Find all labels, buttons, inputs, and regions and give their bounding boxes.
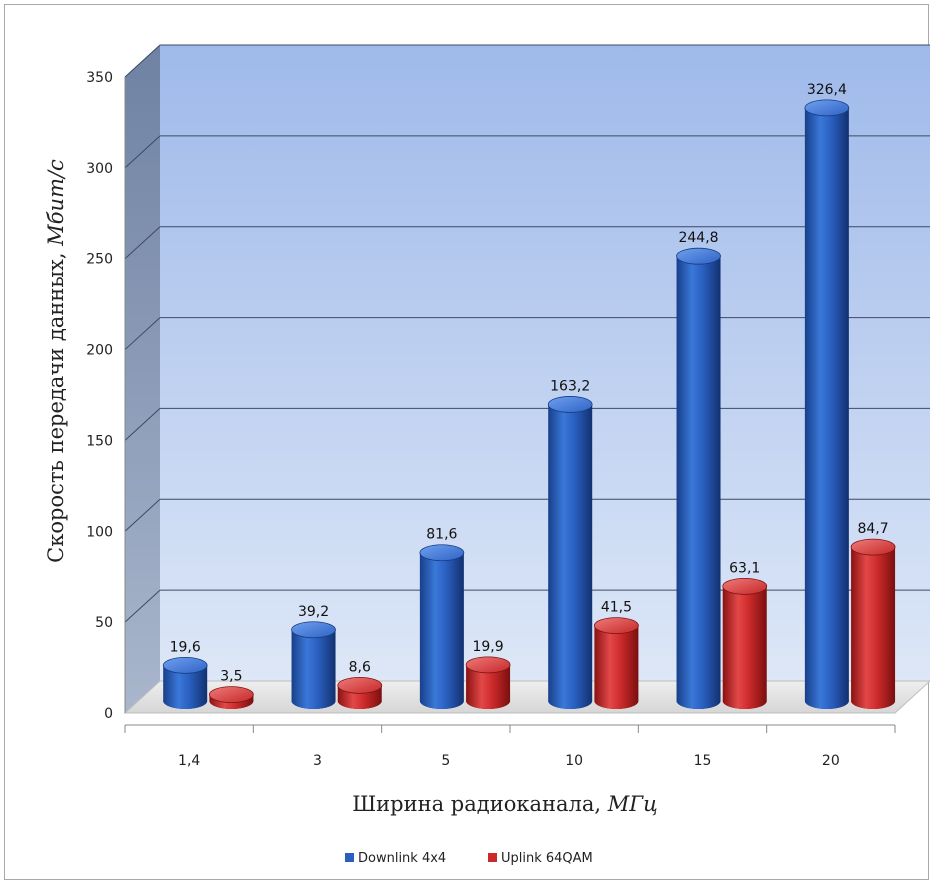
bar-top: [548, 396, 592, 412]
x-tick-label: 10: [565, 753, 583, 769]
bar-body: [677, 256, 721, 709]
bar-body: [805, 108, 849, 709]
downlink-value-label: 163,2: [550, 378, 590, 394]
bar-body: [292, 630, 336, 709]
bar-top: [338, 677, 382, 693]
y-tick-label: 100: [86, 524, 113, 540]
uplink-bar: [466, 657, 510, 709]
bar-top: [292, 622, 336, 638]
bar-top: [420, 545, 464, 561]
x-tick-label: 15: [694, 753, 712, 769]
uplink-bar: [723, 578, 767, 709]
side-wall: [125, 45, 160, 713]
y-tick-label: 350: [86, 70, 113, 86]
x-tick-label: 20: [822, 753, 840, 769]
uplink-value-label: 8,6: [349, 659, 371, 675]
bar-chart: 0 50 100 150 200 250 300 350 1,4 3 5 10 15 20 19,6 3,…: [5, 5, 930, 881]
bar-top: [723, 578, 767, 594]
bar-top: [805, 100, 849, 116]
y-tick-label: 300: [86, 161, 113, 177]
downlink-value-label: 81,6: [426, 527, 457, 543]
legend-swatch-uplink: [488, 853, 497, 862]
downlink-bar: [677, 248, 721, 709]
x-axis-title: Ширина радиоканала, МГц: [352, 792, 658, 816]
x-tick-label: 1,4: [178, 753, 200, 769]
y-tick-label: 200: [86, 343, 113, 359]
legend: Downlink 4x4 Uplink 64QAM: [345, 851, 593, 866]
bar-top: [209, 687, 253, 703]
uplink-bar: [338, 677, 382, 709]
bar-top: [677, 248, 721, 264]
bar-top: [851, 539, 895, 555]
downlink-bar: [420, 545, 464, 709]
downlink-bar: [548, 396, 592, 709]
downlink-bar: [163, 657, 207, 709]
chart-frame: 0 50 100 150 200 250 300 350 1,4 3 5 10 15 20 19,6 3,…: [4, 4, 929, 880]
uplink-value-label: 63,1: [729, 560, 760, 576]
y-tick-label: 50: [95, 615, 113, 631]
uplink-value-label: 84,7: [857, 521, 888, 537]
bar-top: [466, 657, 510, 673]
uplink-bar: [851, 539, 895, 709]
y-tick-label: 250: [86, 252, 113, 268]
bar-body: [420, 553, 464, 709]
legend-label-uplink: Uplink 64QAM: [501, 851, 593, 866]
downlink-value-label: 326,4: [807, 82, 847, 98]
legend-label-downlink: Downlink 4x4: [358, 851, 446, 866]
bar-body: [594, 626, 638, 709]
bar-body: [851, 547, 895, 709]
x-tick-label: 3: [313, 753, 322, 769]
bar-body: [548, 404, 592, 709]
downlink-value-label: 39,2: [298, 604, 329, 620]
y-tick-label: 0: [104, 706, 113, 722]
legend-swatch-downlink: [345, 853, 354, 862]
y-axis-title: Скорость передачи данных, Мбит/с: [44, 159, 68, 563]
downlink-bar: [292, 622, 336, 709]
bar-top: [594, 618, 638, 634]
uplink-value-label: 3,5: [220, 669, 242, 685]
downlink-value-label: 244,8: [678, 230, 718, 246]
y-tick-label: 150: [86, 433, 113, 449]
uplink-bar: [209, 687, 253, 709]
uplink-bar: [594, 618, 638, 709]
downlink-value-label: 19,6: [170, 639, 201, 655]
uplink-value-label: 19,9: [472, 639, 503, 655]
bar-top: [163, 657, 207, 673]
y-axis: 0 50 100 150 200 250 300 350: [86, 70, 125, 722]
bar-body: [723, 586, 767, 709]
x-axis: 1,4 3 5 10 15 20: [125, 725, 895, 769]
downlink-bar: [805, 100, 849, 709]
x-tick-label: 5: [441, 753, 450, 769]
uplink-value-label: 41,5: [601, 600, 632, 616]
